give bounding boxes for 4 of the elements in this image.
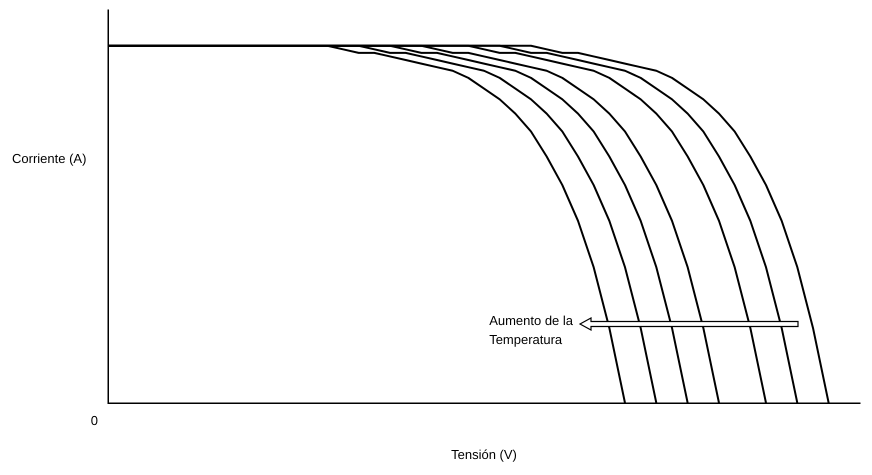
x-axis-title: Tensión (V) <box>451 446 517 462</box>
text: 0 <box>90 412 98 430</box>
y-axis-title: Corriente (A) <box>12 150 86 166</box>
annotation: Aumento de la Temperatura <box>489 312 574 349</box>
